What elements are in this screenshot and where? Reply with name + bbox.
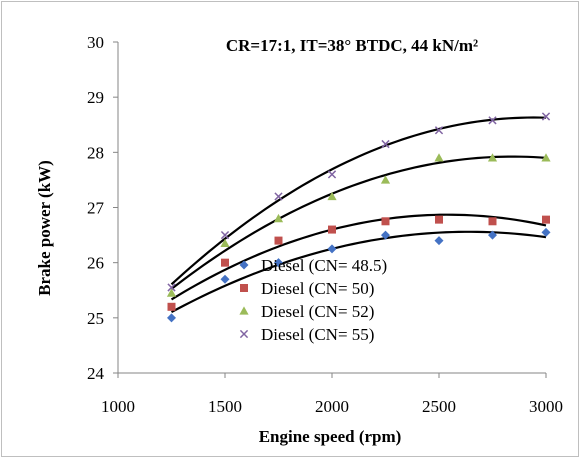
legend-marker-2 bbox=[240, 284, 248, 292]
data-point-2 bbox=[488, 217, 497, 226]
data-point-4 bbox=[541, 112, 551, 121]
marker-stroke bbox=[381, 139, 390, 149]
trendlines bbox=[170, 116, 547, 314]
data-point-3 bbox=[166, 288, 177, 297]
data-point-4 bbox=[488, 116, 497, 125]
x-tick-label: 2500 bbox=[422, 397, 456, 416]
data-point-1 bbox=[327, 244, 337, 254]
legend-marker-3 bbox=[239, 306, 249, 315]
x-tick-label: 3000 bbox=[529, 397, 563, 416]
trendline-3 bbox=[170, 155, 547, 290]
tick-labels: 24 25 26 27 28 29 30 1000 1500 2000 2500 3000 bbox=[87, 33, 563, 416]
data-point-4 bbox=[434, 126, 444, 135]
data-point-3 bbox=[487, 153, 498, 162]
data-points bbox=[166, 112, 551, 323]
data-point-4 bbox=[381, 139, 390, 149]
x-axis-title: Engine speed (rpm) bbox=[259, 427, 402, 446]
y-tick-label: 25 bbox=[87, 309, 104, 328]
trendline-1 bbox=[170, 230, 547, 314]
x-tick-label: 2000 bbox=[315, 397, 349, 416]
marker-stroke bbox=[167, 283, 176, 292]
legend-label-2: Diesel (CN= 50) bbox=[261, 279, 374, 298]
data-point-2 bbox=[328, 225, 336, 234]
data-point-4 bbox=[167, 283, 176, 292]
data-point-1 bbox=[434, 236, 444, 246]
marker-stroke bbox=[239, 329, 249, 339]
legend-label-3: Diesel (CN= 52) bbox=[261, 302, 374, 321]
legend-marker-1 bbox=[239, 260, 249, 270]
x-tick-label: 1500 bbox=[208, 397, 242, 416]
data-point-2 bbox=[542, 215, 550, 224]
legend-label-4: Diesel (CN= 55) bbox=[261, 325, 374, 344]
data-point-3 bbox=[273, 213, 284, 223]
data-point-2 bbox=[221, 258, 229, 267]
marker-stroke bbox=[541, 112, 551, 121]
trendline-2 bbox=[170, 213, 547, 301]
y-tick-label: 30 bbox=[87, 33, 104, 52]
data-point-1 bbox=[274, 258, 283, 268]
data-point-2 bbox=[274, 236, 283, 245]
data-point-1 bbox=[541, 227, 551, 237]
y-tick-label: 26 bbox=[87, 254, 104, 273]
data-point-1 bbox=[488, 230, 497, 240]
y-tick-label: 29 bbox=[87, 88, 104, 107]
data-point-4 bbox=[274, 192, 283, 201]
data-point-2 bbox=[167, 302, 176, 311]
legend-label-1: Diesel (CN= 48.5) bbox=[261, 256, 387, 275]
data-point-3 bbox=[220, 238, 230, 248]
y-tick-label: 24 bbox=[87, 364, 105, 383]
data-point-1 bbox=[220, 274, 230, 284]
marker-stroke bbox=[274, 192, 283, 201]
data-point-2 bbox=[435, 215, 443, 224]
legend-marker-4 bbox=[239, 329, 249, 339]
data-point-3 bbox=[380, 175, 391, 184]
marker-stroke bbox=[327, 170, 337, 179]
data-point-3 bbox=[541, 153, 551, 162]
legend: Diesel (CN= 48.5) Diesel (CN= 50) Diesel (… bbox=[239, 256, 387, 344]
data-point-3 bbox=[434, 153, 444, 162]
y-axis-title: Brake power (kW) bbox=[35, 160, 54, 296]
y-tick-label: 28 bbox=[87, 143, 104, 162]
y-tick-label: 27 bbox=[87, 199, 105, 218]
data-point-1 bbox=[167, 313, 176, 323]
data-point-4 bbox=[327, 170, 337, 179]
data-point-3 bbox=[327, 191, 337, 201]
x-tick-label: 1000 bbox=[101, 397, 135, 416]
chart-title: CR=17:1, IT=38° BTDC, 44 kN/m² bbox=[226, 36, 478, 55]
axes bbox=[113, 41, 547, 378]
data-point-4 bbox=[220, 230, 230, 240]
marker-stroke bbox=[220, 230, 230, 240]
marker-stroke bbox=[488, 116, 497, 125]
data-point-2 bbox=[381, 217, 390, 226]
data-point-1 bbox=[381, 230, 390, 240]
marker-stroke bbox=[434, 126, 444, 135]
trendline-4 bbox=[170, 116, 547, 286]
